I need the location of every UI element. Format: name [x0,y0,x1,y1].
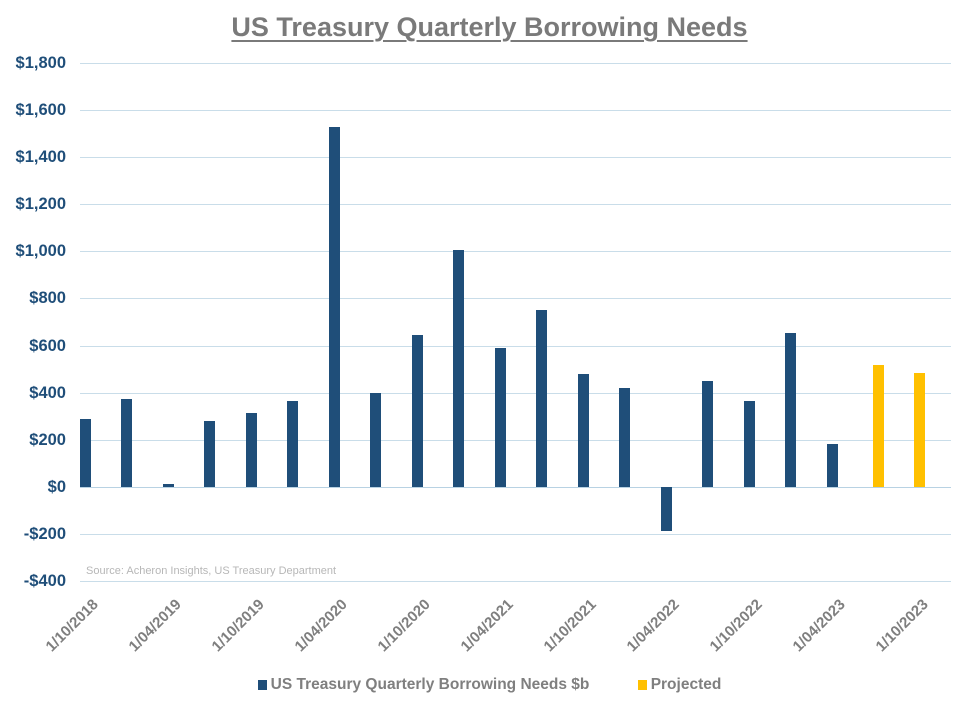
legend-item-actual[interactable]: US Treasury Quarterly Borrowing Needs $b [257,676,590,694]
bar-actual[interactable] [494,347,506,487]
chart-title: US Treasury Quarterly Borrowing Needs [231,12,748,42]
bar-actual[interactable] [204,420,216,487]
x-axis-tick-label: 1/10/2022 [706,596,766,656]
bar-actual[interactable] [370,392,382,487]
x-axis-tick-label: 1/10/2018 [42,596,103,656]
bar-projected[interactable] [914,372,926,487]
gridline [80,393,951,394]
x-axis-tick-label: 1/10/2021 [540,596,600,656]
bar-actual[interactable] [453,250,465,487]
bar-actual[interactable] [328,126,340,487]
gridline [80,298,951,299]
bar-projected[interactable] [872,364,884,487]
x-axis-tick-label: 1/04/2019 [125,596,185,656]
legend: US Treasury Quarterly Borrowing Needs $b… [0,676,979,695]
y-axis-tick-label: $1,400 [15,148,66,166]
bar-actual[interactable] [245,412,257,487]
legend-label-actual: US Treasury Quarterly Borrowing Needs $b [270,676,590,693]
gridline [80,581,951,582]
x-axis-tick-label: 1/10/2019 [208,596,268,656]
y-axis-tick-label: $1,800 [15,54,66,72]
bar-actual[interactable] [702,380,714,487]
y-axis-tick-label: $1,200 [15,195,66,213]
legend-item-projected[interactable]: Projected [637,676,722,694]
x-axis-tick-label: 1/04/2023 [789,596,849,656]
bar-actual[interactable] [785,332,797,487]
y-axis-tick-label: $600 [29,337,66,355]
source-note: Source: Acheron Insights, US Treasury De… [86,565,337,577]
y-axis-tick-label: $200 [29,431,66,449]
gridline [80,110,951,111]
bar-actual[interactable] [619,387,631,487]
legend-label-projected: Projected [650,676,722,693]
gridline [80,157,951,158]
y-axis-tick-label: $1,000 [15,242,66,260]
legend-swatch-projected-icon [637,680,647,690]
bar-actual[interactable] [743,400,755,487]
gridline [80,346,951,347]
gridline [80,534,951,535]
gridline [80,487,951,488]
bar-actual[interactable] [536,310,548,487]
bar-actual[interactable] [162,483,174,487]
bar-actual[interactable] [660,486,672,531]
x-axis-tick-label: 1/04/2022 [623,596,683,656]
bar-actual[interactable] [287,400,299,487]
bar-actual[interactable] [577,373,589,487]
y-axis-tick-label: $800 [29,289,66,307]
y-axis-tick-label: $400 [29,384,66,402]
x-axis-tick-label: 1/04/2021 [457,596,517,656]
x-axis-tick-label: 1/10/2023 [872,596,932,656]
bar-actual[interactable] [826,443,838,487]
y-axis-tick-label: -$200 [23,525,66,543]
y-axis-tick-label: $0 [47,478,66,496]
y-axis-tick-label: -$400 [23,572,66,590]
bar-actual[interactable] [121,398,133,487]
gridline [80,63,951,64]
gridline [80,204,951,205]
legend-swatch-actual-icon [257,680,267,690]
gridline [80,440,951,441]
x-axis-tick-label: 1/10/2020 [374,596,434,656]
bar-actual[interactable] [80,418,91,487]
x-axis-tick-label: 1/04/2020 [291,596,351,656]
gridline [80,251,951,252]
y-axis-tick-label: $1,600 [15,101,66,119]
bar-actual[interactable] [411,334,423,487]
